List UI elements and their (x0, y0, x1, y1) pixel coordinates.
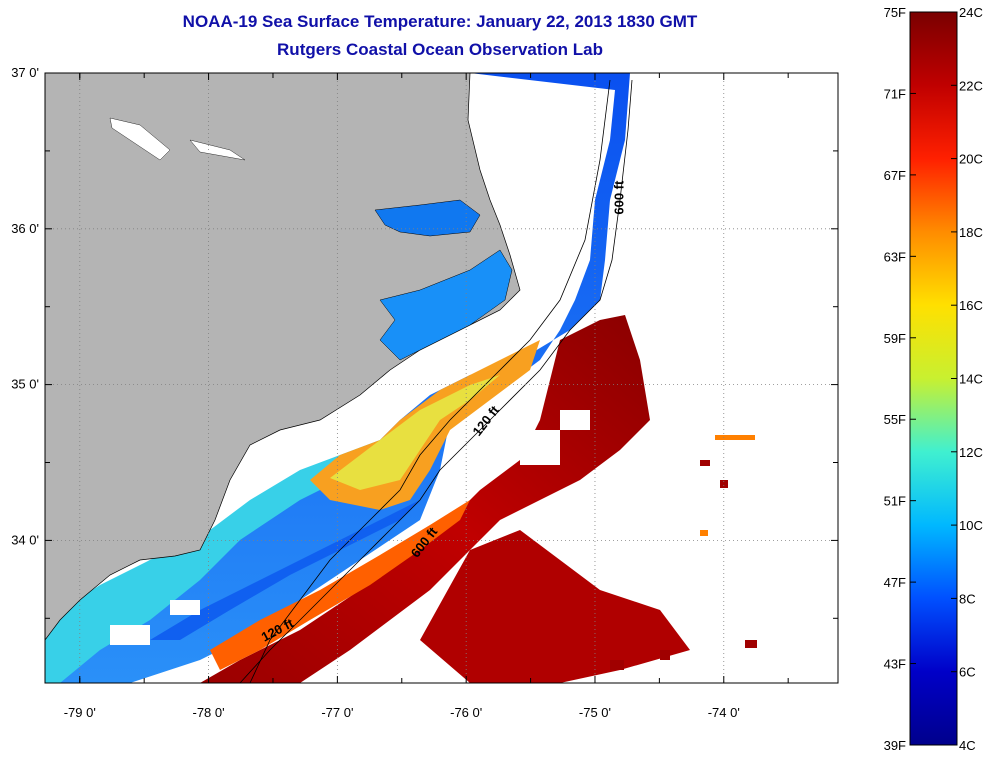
shelf-cyan-water (45, 440, 380, 683)
colorbar-celsius-labels: 24C 22C 20C 18C 16C 14C 12C 10C 8C 6C 4C (959, 5, 983, 753)
pamlico-sound (379, 249, 513, 361)
contour-label: 600 ft (611, 180, 626, 215)
colorbar-c-label: 4C (959, 738, 976, 753)
colorbar-c-label: 6C (959, 665, 976, 680)
colorbar-c-label: 14C (959, 372, 983, 387)
colorbar-ticks (910, 84, 957, 673)
gulf-stream-offshore (420, 530, 690, 683)
colorbar-c-label: 16C (959, 298, 983, 313)
offshore-mid-pixels (700, 435, 755, 536)
lon-label: -79 0' (64, 705, 96, 720)
lat-label: 34 0' (11, 532, 39, 547)
colorbar-f-label: 39F (884, 738, 906, 753)
colorbar-f-label: 71F (884, 86, 906, 101)
contour-600ft (239, 79, 633, 684)
sst-field (45, 73, 757, 683)
colorbar-f-label: 59F (884, 331, 906, 346)
frontal-blue-band (150, 500, 420, 640)
contour-120ft (249, 79, 611, 684)
lon-label: -74 0' (708, 705, 740, 720)
offshore-warm-pixels (610, 460, 757, 670)
cloud-gaps (110, 160, 640, 645)
latitude-labels: 37 0' 36 0' 35 0' 34 0' (11, 65, 39, 547)
lon-label: -76 0' (450, 705, 482, 720)
colorbar-f-label: 55F (884, 412, 906, 427)
lat-label: 36 0' (11, 221, 39, 236)
colorbar-c-label: 22C (959, 78, 983, 93)
lon-label: -78 0' (193, 705, 225, 720)
albemarle-sound (374, 199, 481, 237)
colorbar-fahrenheit-labels: 75F 71F 67F 63F 59F 55F 51F 47F 43F 39F (884, 5, 906, 753)
chesapeake-inlet (109, 117, 246, 161)
colorbar-f-label: 75F (884, 5, 906, 20)
lat-label: 37 0' (11, 65, 39, 80)
graticule-grid (45, 73, 838, 683)
colorbar-f-label: 67F (884, 168, 906, 183)
colorbar-c-label: 20C (959, 152, 983, 167)
frontal-band (210, 500, 470, 670)
axis-ticks (45, 72, 838, 683)
shelf-yellow-water (330, 375, 500, 490)
colorbar-c-label: 18C (959, 225, 983, 240)
gulf-stream-warm-water (200, 315, 650, 683)
lon-label: -77 0' (321, 705, 353, 720)
colorbar-c-label: 10C (959, 518, 983, 533)
lat-label: 35 0' (11, 377, 39, 392)
colorbar-c-label: 8C (959, 591, 976, 606)
colorbar-f-label: 43F (884, 657, 906, 672)
colorbar-c-label: 12C (959, 445, 983, 460)
lon-label: -75 0' (579, 705, 611, 720)
colorbar-f-label: 47F (884, 575, 906, 590)
map-frame (44, 72, 839, 684)
colorbar-c-label: 24C (959, 5, 983, 20)
longitude-labels: -79 0' -78 0' -77 0' -76 0' -75 0' -74 0' (64, 705, 740, 720)
map-subtitle: Rutgers Coastal Ocean Observation Lab (277, 40, 603, 59)
colorbar (909, 11, 958, 746)
colorbar-f-label: 63F (884, 249, 906, 264)
colorbar-f-label: 51F (884, 494, 906, 509)
map-title: NOAA-19 Sea Surface Temperature: January… (182, 12, 698, 31)
